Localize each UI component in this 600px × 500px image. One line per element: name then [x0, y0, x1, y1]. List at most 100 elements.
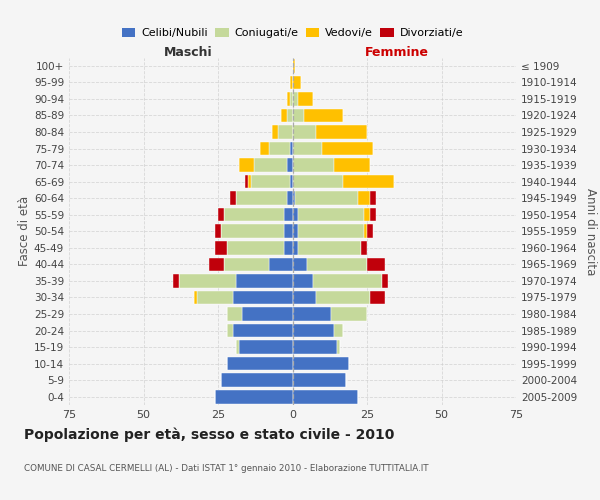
Bar [254, 158, 287, 172]
Bar [215, 390, 293, 404]
Bar [364, 224, 367, 238]
Bar [298, 241, 361, 254]
Bar [287, 158, 293, 172]
Text: Femmine: Femmine [365, 46, 429, 59]
Bar [322, 142, 373, 156]
Bar [293, 76, 301, 89]
Bar [293, 357, 349, 370]
Bar [290, 76, 293, 89]
Bar [269, 142, 290, 156]
Bar [278, 125, 293, 138]
Legend: Celibi/Nubili, Coniugati/e, Vedovi/e, Divorziati/e: Celibi/Nubili, Coniugati/e, Vedovi/e, Di… [118, 23, 467, 43]
Bar [251, 175, 290, 188]
Bar [316, 290, 370, 304]
Bar [233, 290, 293, 304]
Bar [272, 125, 278, 138]
Bar [293, 208, 298, 222]
Bar [230, 192, 236, 205]
Bar [287, 192, 293, 205]
Bar [293, 307, 331, 321]
Bar [233, 324, 293, 338]
Bar [298, 224, 364, 238]
Bar [287, 108, 293, 122]
Bar [293, 324, 334, 338]
Bar [358, 192, 370, 205]
Bar [295, 192, 358, 205]
Bar [173, 274, 179, 287]
Bar [269, 258, 293, 271]
Bar [367, 224, 373, 238]
Bar [293, 290, 316, 304]
Bar [370, 208, 376, 222]
Bar [245, 175, 248, 188]
Bar [313, 274, 382, 287]
Bar [236, 340, 239, 354]
Bar [284, 208, 293, 222]
Bar [290, 92, 293, 106]
Bar [293, 92, 298, 106]
Bar [343, 175, 394, 188]
Bar [227, 241, 284, 254]
Bar [218, 208, 224, 222]
Bar [293, 125, 316, 138]
Bar [239, 340, 293, 354]
Bar [337, 340, 340, 354]
Bar [215, 241, 227, 254]
Y-axis label: Anni di nascita: Anni di nascita [584, 188, 597, 275]
Bar [227, 307, 242, 321]
Bar [221, 224, 284, 238]
Bar [293, 274, 313, 287]
Bar [293, 241, 298, 254]
Bar [293, 175, 343, 188]
Bar [334, 324, 343, 338]
Bar [293, 158, 334, 172]
Bar [236, 274, 293, 287]
Bar [215, 224, 221, 238]
Bar [236, 192, 287, 205]
Bar [361, 241, 367, 254]
Bar [260, 142, 269, 156]
Bar [293, 258, 307, 271]
Bar [293, 390, 358, 404]
Bar [293, 224, 298, 238]
Bar [224, 208, 284, 222]
Bar [293, 59, 295, 72]
Bar [194, 290, 197, 304]
Bar [293, 340, 337, 354]
Bar [239, 158, 254, 172]
Bar [179, 274, 236, 287]
Bar [284, 224, 293, 238]
Bar [370, 290, 385, 304]
Bar [331, 307, 367, 321]
Bar [307, 258, 367, 271]
Bar [298, 92, 313, 106]
Bar [334, 158, 370, 172]
Bar [290, 175, 293, 188]
Text: COMUNE DI CASAL CERMELLI (AL) - Dati ISTAT 1° gennaio 2010 - Elaborazione TUTTIT: COMUNE DI CASAL CERMELLI (AL) - Dati IST… [24, 464, 428, 473]
Bar [197, 290, 233, 304]
Bar [221, 374, 293, 387]
Bar [290, 142, 293, 156]
Bar [293, 142, 322, 156]
Bar [316, 125, 367, 138]
Text: Popolazione per età, sesso e stato civile - 2010: Popolazione per età, sesso e stato civil… [24, 428, 394, 442]
Bar [242, 307, 293, 321]
Bar [209, 258, 224, 271]
Bar [227, 357, 293, 370]
Bar [367, 258, 385, 271]
Bar [364, 208, 370, 222]
Bar [227, 324, 233, 338]
Bar [293, 374, 346, 387]
Text: Maschi: Maschi [164, 46, 212, 59]
Bar [298, 208, 364, 222]
Bar [287, 92, 290, 106]
Bar [304, 108, 343, 122]
Bar [293, 108, 304, 122]
Bar [248, 175, 251, 188]
Y-axis label: Fasce di età: Fasce di età [18, 196, 31, 266]
Bar [281, 108, 287, 122]
Bar [382, 274, 388, 287]
Bar [293, 192, 295, 205]
Bar [224, 258, 269, 271]
Bar [284, 241, 293, 254]
